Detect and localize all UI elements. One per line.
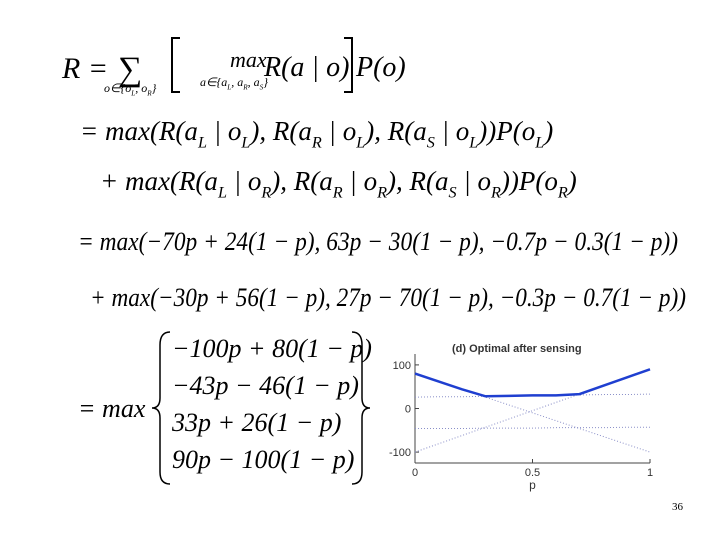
text-run: | o (435, 116, 469, 146)
dotted-line (415, 426, 650, 430)
x-tick-label: 0.5 (525, 467, 540, 479)
right-brace (351, 331, 371, 485)
text-run: } (152, 81, 157, 95)
subscript: S (427, 134, 435, 152)
text-run: = max(R(a (80, 116, 198, 146)
text-run: | o (322, 116, 356, 146)
subscript: R (557, 184, 568, 202)
subscript: R (376, 184, 387, 202)
text-run: , a (231, 75, 243, 89)
subscript: L (355, 134, 365, 152)
text-run: | o (207, 116, 241, 146)
equation-line: = max(R(aL | oL), R(aR | oL), R(aS | oL)… (80, 116, 553, 152)
subscript: L (130, 89, 135, 97)
subscript: R (332, 184, 343, 202)
text-run: ) (542, 116, 553, 146)
subscript: L (468, 134, 478, 152)
case-row: 90p − 100(1 − p) (172, 445, 354, 474)
equation-line: + max(−30p + 56(1 − p), 27p − 70(1 − p),… (90, 283, 686, 312)
x-axis-label: p (529, 478, 536, 492)
subscript: R (490, 184, 501, 202)
left-bracket (171, 37, 180, 93)
case-row: 33p + 26(1 − p) (171, 408, 341, 437)
text-run: ), R(a (269, 166, 332, 196)
optimal-line (414, 368, 651, 398)
case-row: −100p + 80(1 − p) (172, 334, 372, 363)
text-run: o∈{o (104, 81, 131, 95)
sum-sign: ∑ (118, 51, 142, 88)
subscript: L (226, 83, 231, 91)
subscript: L (534, 134, 544, 152)
text-run: ))P(o (499, 166, 558, 196)
subscript: R (242, 83, 248, 91)
y-tick-label: 100 (393, 360, 411, 372)
sum-subscript: o∈{oL, oR} (104, 81, 157, 97)
page-number: 36 (672, 501, 684, 513)
subscript: L (197, 134, 207, 152)
x-tick-label: 0 (412, 467, 418, 479)
subscript: R (146, 89, 152, 97)
text-run: , a (248, 75, 260, 89)
x-tick-label: 1 (647, 467, 653, 479)
equation-tail: P(o) (355, 52, 406, 83)
left-brace (151, 331, 171, 485)
text-run: | o (457, 166, 491, 196)
text-run: } (263, 75, 268, 89)
text-run: ), R(a (385, 166, 448, 196)
chart-title: (d) Optimal after sensing (452, 343, 582, 355)
dotted-line (414, 373, 651, 453)
text-run: ), R(a (363, 116, 426, 146)
equation-line: = max(−70p + 24(1 − p), 63p − 30(1 − p),… (78, 227, 678, 256)
text-run: ), R(a (248, 116, 311, 146)
text-run: | o (343, 166, 377, 196)
text-run: + max(R(a (100, 166, 218, 196)
y-tick-label: 0 (405, 404, 411, 416)
equation-body: R(a | o) (263, 52, 349, 83)
text-run: , o (135, 81, 147, 95)
subscript: L (240, 134, 250, 152)
text-run: ))P(o (476, 116, 535, 146)
text-run: a∈{a (200, 75, 227, 89)
equation-lhs: = max (78, 394, 146, 423)
case-row: −43p − 46(1 − p) (172, 371, 359, 400)
text-run: | o (227, 166, 261, 196)
y-tick-label: -100 (389, 447, 411, 459)
equation-lhs: R = (61, 52, 108, 85)
subscript: R (311, 134, 322, 152)
max-operator: max (230, 47, 267, 72)
subscript: L (217, 184, 227, 202)
text-run: ) (566, 166, 577, 196)
equation-line: + max(R(aL | oR), R(aR | oR), R(aS | oR)… (100, 166, 577, 202)
subscript: S (260, 83, 264, 91)
right-bracket (344, 37, 353, 93)
max-subscript: a∈{aL, aR, aS} (200, 75, 268, 91)
subscript: R (260, 184, 271, 202)
subscript: S (448, 184, 456, 202)
